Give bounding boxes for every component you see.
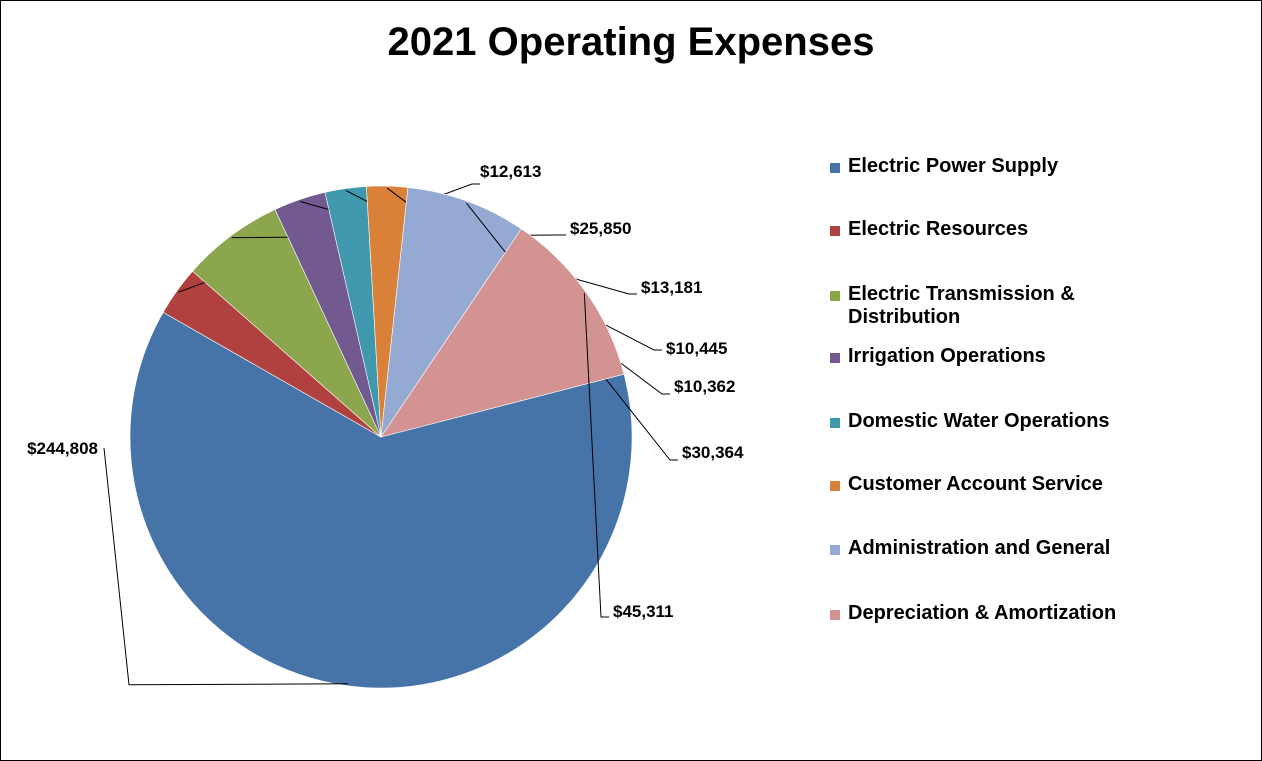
- leader-line: [583, 293, 609, 618]
- legend-swatch: [830, 353, 840, 363]
- chart-title: 2021 Operating Expenses: [387, 20, 875, 64]
- pie-slice: [380, 187, 522, 438]
- legend-label: Domestic Water Operations: [848, 410, 1110, 432]
- slice-value-label: $25,850: [570, 219, 631, 238]
- legend-label: Electric Resources: [848, 218, 1029, 240]
- pie-slice: [380, 228, 625, 438]
- legend-swatch: [830, 291, 840, 301]
- slice-value-label: $10,362: [674, 377, 735, 396]
- legend-swatch: [830, 163, 840, 173]
- legend-swatch: [830, 610, 840, 620]
- slice-value-label: $10,445: [666, 339, 727, 358]
- legend-label: Depreciation & Amortization: [848, 602, 1117, 624]
- pie-slice: [129, 311, 633, 689]
- slice-value-label: $244,808: [27, 439, 98, 458]
- legend-label: Irrigation Operations: [848, 345, 1046, 367]
- legend-label: Electric Transmission & Distribution: [848, 283, 1075, 328]
- legend-label: Electric Power Supply: [848, 155, 1059, 177]
- legend-swatch: [830, 226, 840, 236]
- legend-swatch: [830, 481, 840, 491]
- leader-line: [103, 447, 348, 686]
- slice-value-label: $12,613: [480, 162, 541, 181]
- slice-value-label: $45,311: [613, 602, 674, 621]
- legend-label: Customer Account Service: [848, 473, 1103, 495]
- legend-swatch: [830, 418, 840, 428]
- legend-label: Administration and General: [848, 537, 1111, 559]
- slice-value-label: $30,364: [682, 443, 744, 462]
- legend-swatch: [830, 545, 840, 555]
- slice-value-label: $13,181: [641, 278, 702, 297]
